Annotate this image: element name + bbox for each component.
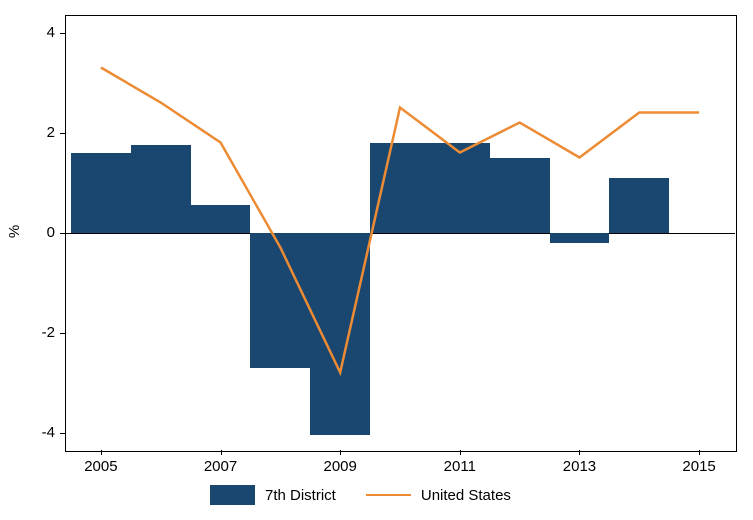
x-tick — [340, 450, 341, 455]
x-tick — [699, 450, 700, 455]
y-tick — [60, 333, 65, 334]
x-tick-label: 2009 — [310, 458, 370, 475]
legend-item-line: United States — [366, 487, 511, 504]
y-tick — [60, 433, 65, 434]
x-tick-label: 2013 — [549, 458, 609, 475]
legend-swatch-bar — [210, 485, 255, 505]
bar — [550, 233, 610, 243]
x-tick-label: 2005 — [71, 458, 131, 475]
legend-swatch-line — [366, 494, 411, 496]
plot-area — [65, 15, 737, 452]
y-tick-label: 0 — [25, 224, 55, 241]
x-tick — [101, 450, 102, 455]
y-tick-label: 4 — [25, 24, 55, 41]
x-tick — [579, 450, 580, 455]
legend-label: United States — [421, 487, 511, 504]
y-axis-label: % — [6, 224, 23, 237]
x-tick-label: 2011 — [430, 458, 490, 475]
x-tick-label: 2007 — [191, 458, 251, 475]
bar — [71, 153, 131, 233]
bar — [191, 205, 251, 233]
bar — [250, 233, 310, 368]
bar — [609, 178, 669, 233]
y-tick-label: -4 — [25, 424, 55, 441]
bar — [490, 158, 550, 233]
bar — [370, 143, 430, 233]
y-tick-label: 2 — [25, 124, 55, 141]
bar — [430, 143, 490, 233]
chart-container: % -4 -2 0 2 4 2005 2007 2009 2011 2013 2015 7th D… — [0, 0, 753, 520]
y-tick-label: -2 — [25, 324, 55, 341]
legend-label: 7th District — [265, 487, 336, 504]
zero-line — [65, 233, 735, 234]
legend: 7th District United States — [210, 485, 511, 505]
legend-item-bar: 7th District — [210, 485, 336, 505]
y-tick — [60, 133, 65, 134]
x-tick — [221, 450, 222, 455]
bar — [131, 145, 191, 233]
x-tick-label: 2015 — [669, 458, 729, 475]
y-tick — [60, 33, 65, 34]
bar — [310, 233, 370, 436]
x-tick — [460, 450, 461, 455]
